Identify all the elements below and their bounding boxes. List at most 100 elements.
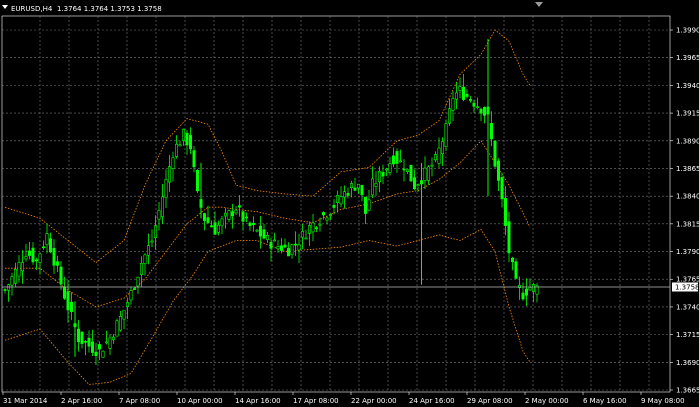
candle-body [112, 336, 116, 341]
candle-body [517, 285, 521, 289]
candle-body [454, 92, 458, 100]
candle-body [521, 292, 525, 300]
candle-body [41, 246, 45, 249]
candle-body [265, 235, 269, 240]
candle-body [248, 222, 252, 226]
candle-body [339, 196, 343, 205]
candle-body [433, 154, 437, 161]
candle-body [374, 182, 378, 187]
candle-body [377, 171, 381, 183]
price-tick-label: 1.3715 [676, 331, 699, 339]
candle-body [133, 288, 137, 290]
candle-body [321, 212, 325, 216]
price-tick-label: 1.3790 [676, 248, 699, 256]
time-tick-label: 29 Apr 08:00 [467, 397, 513, 405]
candle-body [388, 163, 392, 173]
price-tick-label: 1.3665 [676, 387, 699, 395]
candle-body [62, 286, 66, 299]
triangle-down-icon[interactable] [535, 2, 543, 7]
candle-body [119, 316, 123, 331]
candle-body [479, 108, 483, 114]
candle-body [412, 177, 416, 190]
quote-label: 1.3764 1.3764 1.3753 1.3758 [57, 5, 162, 13]
candle-body [258, 225, 262, 237]
candle-body [405, 169, 409, 172]
candle-body [48, 238, 52, 253]
candle-body [147, 245, 151, 256]
candle-body [234, 209, 238, 214]
candle-body [307, 225, 311, 234]
candle-body [381, 171, 385, 177]
candle-body [150, 240, 154, 243]
candle-body [430, 164, 434, 167]
time-tick-label: 22 Apr 00:00 [351, 397, 397, 405]
candle-body [328, 214, 332, 216]
candle-body [451, 98, 455, 111]
candle-body [210, 225, 214, 228]
candle-body [154, 225, 158, 239]
candle-body [227, 210, 231, 220]
price-tick-label: 1.3940 [676, 82, 699, 90]
candle-body [206, 217, 210, 223]
triangle-down-icon[interactable] [2, 5, 8, 9]
candle-body [437, 147, 441, 164]
candle-body [496, 160, 500, 181]
price-tick-label: 1.3890 [676, 137, 699, 145]
time-tick-label: 14 Apr 16:00 [235, 397, 281, 405]
candle-body [80, 331, 84, 344]
candle-body [447, 108, 451, 124]
candle-body [66, 291, 70, 311]
candle-body [7, 284, 11, 291]
candle-body [178, 144, 182, 147]
candle-body [84, 341, 88, 343]
price-axis[interactable]: 1.3990 1.3965 1.3940 1.3915 1.3890 1.3865 1.38… [670, 27, 699, 395]
candle-body [34, 259, 38, 262]
candle-body [314, 227, 318, 229]
candle-body [426, 166, 430, 181]
candle-body [293, 243, 297, 246]
candle-body [55, 261, 59, 266]
candle-body [122, 309, 126, 320]
candle-body [353, 187, 357, 191]
candle-body [416, 184, 420, 186]
candle-body [391, 155, 395, 165]
candle-body [444, 123, 448, 147]
candle-body [402, 168, 406, 171]
time-tick-label: 31 Mar 2014 [3, 397, 48, 405]
candle-body [311, 222, 315, 233]
candle-body [286, 248, 290, 257]
time-axis[interactable]: 31 Mar 2014 2 Apr 16:00 7 Apr 08:00 10 Apr … [2, 392, 685, 405]
candle-body [98, 344, 102, 350]
candle-body [283, 244, 287, 248]
price-tick-label: 1.3690 [676, 359, 699, 367]
candle-body [168, 166, 172, 183]
candle-body [255, 229, 259, 232]
candle-body [493, 140, 497, 167]
candle-body [325, 217, 329, 221]
candle-body [17, 262, 21, 277]
candle-body [59, 266, 63, 285]
candle-body [349, 183, 353, 188]
candle-body [108, 337, 112, 349]
candle-body [360, 184, 364, 196]
candle-body [290, 244, 294, 255]
candle-body [272, 239, 276, 242]
candle-body [489, 123, 493, 140]
candle-body [241, 211, 245, 222]
candle-body [143, 254, 147, 264]
candle-body [161, 196, 165, 217]
candle-body [346, 192, 350, 196]
price-tick-label: 1.3765 [676, 276, 699, 284]
candle-body [356, 183, 360, 189]
candle-body [535, 285, 539, 295]
candle-body [531, 284, 535, 292]
time-tick-label: 9 May 08:00 [641, 397, 685, 405]
candle-body [423, 167, 427, 181]
candle-body [507, 221, 511, 254]
price-tick-label: 1.3990 [676, 27, 699, 35]
candle-body [196, 170, 200, 192]
candle-body [126, 302, 130, 308]
candle-body [252, 222, 256, 225]
